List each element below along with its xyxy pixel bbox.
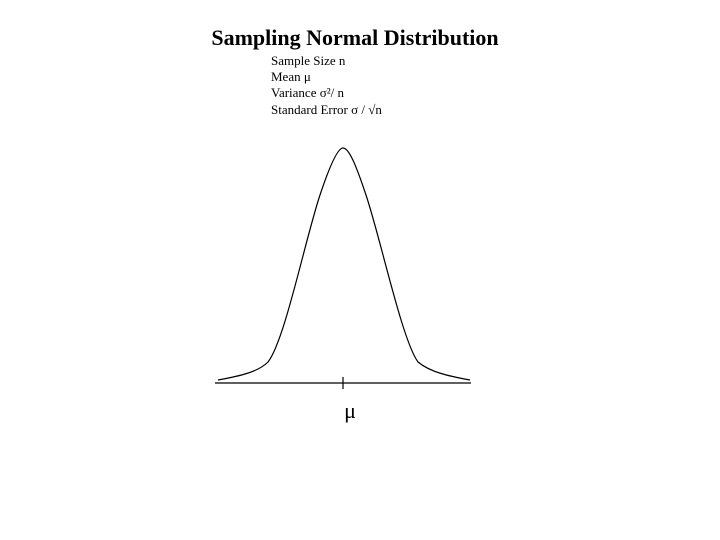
info-line: Variance σ²/ n	[271, 85, 344, 100]
bell-curve	[217, 147, 471, 381]
info-line: Standard Error σ / √n	[271, 102, 382, 117]
axis-label: μ	[344, 398, 356, 423]
info-line: Mean μ	[271, 69, 311, 84]
title: Sampling Normal Distribution	[211, 25, 498, 50]
info-line: Sample Size n	[271, 53, 346, 68]
